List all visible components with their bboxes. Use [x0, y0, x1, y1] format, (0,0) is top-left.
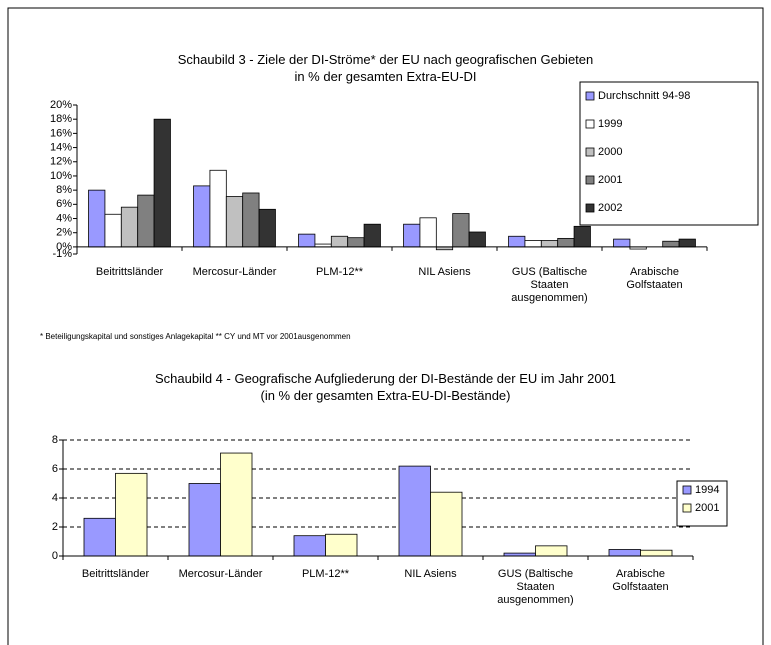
bar	[258, 208, 276, 248]
y-tick-label: 8	[52, 434, 58, 446]
x-tick-label: PLM-12**	[315, 266, 364, 278]
legend-label: 2001	[695, 502, 719, 514]
bar	[662, 240, 680, 248]
bar	[640, 549, 673, 557]
bar	[468, 231, 486, 248]
bar	[347, 237, 365, 248]
bar	[330, 235, 349, 248]
bar	[242, 192, 260, 248]
legend-label: 1994	[695, 484, 719, 496]
bar	[678, 238, 696, 248]
y-tick-label: 8%	[56, 184, 72, 196]
x-tick-label: GUS (Baltische Staaten ausgenommen)	[497, 568, 574, 606]
legend-label: 2000	[598, 146, 622, 158]
y-tick-label: 0	[52, 550, 58, 562]
y-tick-label: 2%	[56, 227, 72, 239]
legend-swatch	[682, 503, 692, 513]
x-tick-label: Beitrittsländer	[81, 568, 150, 580]
legend-label: 1999	[598, 118, 622, 130]
bar	[225, 196, 244, 248]
bar	[153, 118, 171, 248]
chart-subtitle: in % der gesamten Extra-EU-DI	[294, 69, 477, 84]
bar	[104, 213, 122, 248]
y-tick-label: 4%	[56, 212, 72, 224]
y-tick-label: 20%	[50, 99, 72, 111]
bar	[209, 169, 227, 248]
legend-swatch	[585, 91, 595, 101]
frame	[7, 7, 764, 645]
legend-label: 2001	[598, 174, 622, 186]
x-tick-label: Arabische Golfstaaten	[626, 266, 683, 291]
y-tick-label: 14%	[50, 141, 72, 153]
legend-label: 2002	[598, 202, 622, 214]
legend-box	[579, 81, 759, 226]
bar	[419, 217, 437, 248]
bar	[403, 223, 421, 248]
x-tick-label: NIL Asiens	[418, 266, 471, 278]
bar	[363, 223, 381, 248]
bar	[193, 185, 211, 248]
legend-swatch	[585, 203, 595, 213]
bar	[608, 549, 641, 557]
bar	[613, 238, 631, 248]
y-tick-label: -1%	[52, 248, 72, 260]
x-tick-label: Mercosur-Länder	[178, 568, 263, 580]
y-tick-label: 6	[52, 463, 58, 475]
bar	[298, 233, 316, 248]
bar	[115, 472, 148, 557]
y-tick-label: 4	[52, 492, 58, 504]
x-tick-label: PLM-12**	[301, 568, 350, 580]
bar	[220, 452, 253, 557]
bar	[557, 237, 575, 248]
bar	[137, 194, 155, 248]
bar	[398, 465, 431, 557]
bar	[83, 517, 116, 557]
x-tick-label: GUS (Baltische Staaten ausgenommen)	[511, 266, 588, 304]
y-tick-label: 18%	[50, 113, 72, 125]
y-tick-label: 6%	[56, 198, 72, 210]
bar	[293, 535, 326, 557]
bar	[88, 189, 106, 248]
bar	[573, 225, 591, 248]
legend-swatch	[585, 175, 595, 185]
x-tick-label: Arabische Golfstaaten	[612, 568, 669, 593]
y-tick-label: 16%	[50, 127, 72, 139]
bar	[508, 235, 526, 248]
bar	[540, 240, 559, 248]
chart-title: Schaubild 4 - Geografische Aufgliederung…	[154, 371, 617, 386]
legend-label: Durchschnitt 94-98	[598, 90, 690, 102]
legend-swatch	[585, 119, 595, 129]
bar	[325, 533, 358, 557]
bar	[452, 213, 470, 248]
x-tick-label: NIL Asiens	[404, 568, 457, 580]
footnote: * Beteiligungskapital und sonstiges Anla…	[40, 332, 351, 341]
x-tick-label: Mercosur-Länder	[192, 266, 277, 278]
bar	[535, 545, 568, 557]
bar	[430, 491, 463, 557]
bar	[120, 206, 139, 248]
chart-title: Schaubild 3 - Ziele der DI-Ströme* der E…	[177, 52, 594, 67]
x-tick-label: Beitrittsländer	[95, 266, 164, 278]
y-tick-label: 10%	[50, 170, 72, 182]
bar	[188, 483, 221, 557]
y-tick-label: 12%	[50, 156, 72, 168]
y-tick-label: 0%	[56, 241, 72, 253]
chart-subtitle: (in % der gesamten Extra-EU-DI-Bestände)	[260, 388, 511, 403]
bar	[524, 240, 542, 248]
legend-swatch	[585, 147, 595, 157]
legend-swatch	[682, 485, 692, 495]
y-tick-label: 2	[52, 521, 58, 533]
